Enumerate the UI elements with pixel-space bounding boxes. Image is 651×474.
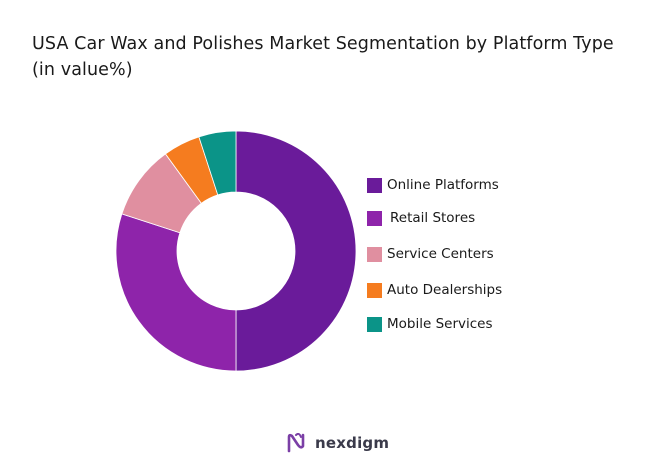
legend-label-mobile-services: Mobile Services [387, 316, 493, 332]
footer-brand: nexdigm [287, 433, 389, 453]
nexdigm-logo-icon [287, 433, 305, 453]
legend-item-service-centers: Service Centers [367, 244, 494, 264]
chart-subtitle: (in value%) [32, 60, 133, 80]
legend-item-mobile-services: Mobile Services [367, 314, 493, 334]
chart-title: USA Car Wax and Polishes Market Segmenta… [32, 31, 632, 83]
legend-swatch-online-platforms [367, 177, 382, 193]
legend-item-retail-stores: Retail Stores [367, 208, 475, 228]
legend-item-online-platforms: Online Platforms [367, 175, 499, 195]
legend-swatch-mobile-services [367, 316, 382, 332]
donut-slice-retail-stores [115, 213, 237, 372]
legend-swatch-retail-stores [367, 210, 382, 226]
legend-label-auto-dealerships: Auto Dealerships [387, 282, 503, 298]
chart-title-line: USA Car Wax and Polishes Market Segmenta… [32, 34, 614, 54]
legend-swatch-service-centers [367, 246, 382, 262]
legend-swatch-auto-dealerships [367, 282, 382, 298]
donut-slice-mobile-services [198, 130, 237, 196]
legend-item-auto-dealerships: Auto Dealerships [367, 280, 502, 300]
legend-label-online-platforms: Online Platforms [387, 177, 499, 193]
legend-label-service-centers: Service Centers [387, 246, 494, 262]
legend-label-retail-stores: Retail Stores [390, 210, 476, 226]
brand-name: nexdigm [315, 434, 390, 452]
donut-slice-online-platforms [235, 130, 357, 372]
